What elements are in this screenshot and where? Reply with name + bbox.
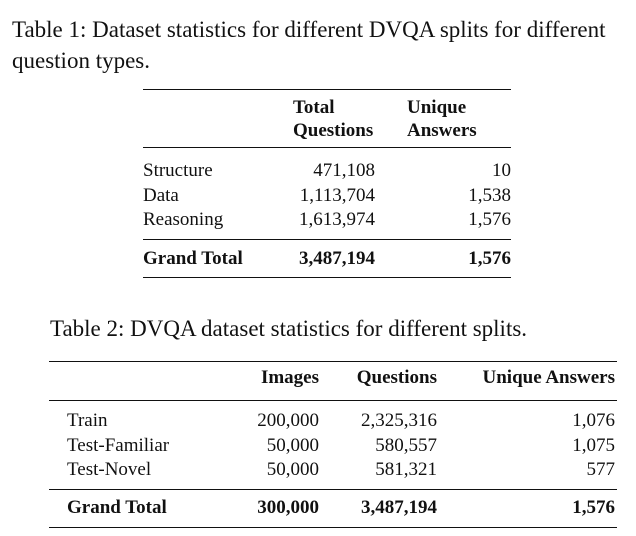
column-header-images: Images — [260, 367, 319, 388]
cell-images: 50,000 — [266, 434, 319, 456]
cell-total-questions: 1,613,974 — [299, 209, 375, 230]
table-row: Reasoning 1,613,974 1,576 — [143, 208, 511, 239]
row-label: Structure — [143, 160, 213, 181]
row-label: Grand Total — [67, 496, 167, 518]
column-header — [143, 90, 293, 148]
cell-images: 50,000 — [266, 459, 319, 480]
column-header-total-questions: Total Questions — [293, 97, 374, 141]
cell-images: 300,000 — [257, 496, 319, 518]
grand-total-row: Grand Total 3,487,194 1,576 — [143, 239, 511, 277]
table-row: Test-Familiar 50,000 580,557 1,075 — [49, 434, 617, 459]
table-header-row: Total Questions Unique Answers — [143, 90, 511, 148]
cell-images: 200,000 — [257, 410, 319, 431]
row-label: Data — [143, 184, 179, 206]
column-header-unique-answers: Unique Answers — [482, 367, 616, 388]
table1: Total Questions Unique Answers Structure 4… — [143, 89, 511, 278]
cell-questions: 581,321 — [375, 459, 437, 480]
table-row: Structure 471,108 10 — [143, 148, 511, 184]
cell-unique-answers: 1,576 — [468, 209, 511, 230]
table-row: Train 200,000 2,325,316 1,076 — [49, 401, 617, 434]
table1-caption: Table 1: Dataset statistics for differen… — [12, 17, 606, 73]
cell-total-questions: 3,487,194 — [299, 247, 375, 269]
cell-unique-answers: 1,576 — [468, 247, 511, 269]
cell-questions: 2,325,316 — [361, 410, 437, 431]
table-row: Data 1,113,704 1,538 — [143, 184, 511, 209]
cell-unique-answers: 10 — [492, 160, 511, 181]
cell-questions: 580,557 — [375, 434, 437, 456]
row-label: Reasoning — [143, 209, 224, 230]
cell-unique-answers: 1,576 — [572, 496, 615, 518]
cell-questions: 3,487,194 — [361, 496, 437, 518]
cell-unique-answers: 577 — [586, 459, 616, 480]
cell-unique-answers: 1,076 — [572, 410, 615, 431]
cell-unique-answers: 1,538 — [468, 184, 511, 206]
table2: Images Questions Unique Answers Train 20… — [49, 361, 617, 528]
row-label: Test-Familiar — [67, 434, 170, 456]
grand-total-row: Grand Total 300,000 3,487,194 1,576 — [49, 489, 617, 527]
cell-total-questions: 1,113,704 — [299, 184, 375, 206]
table-header-row: Images Questions Unique Answers — [49, 362, 617, 401]
cell-unique-answers: 1,075 — [572, 434, 615, 456]
table-row: Test-Novel 50,000 581,321 577 — [49, 458, 617, 489]
column-header-questions: Questions — [356, 367, 437, 388]
cell-total-questions: 471,108 — [313, 160, 375, 181]
row-label: Test-Novel — [67, 459, 152, 480]
table2-caption: Table 2: DVQA dataset statistics for dif… — [50, 316, 528, 341]
row-label: Grand Total — [143, 247, 243, 269]
column-header — [49, 362, 227, 401]
column-header-unique-answers: Unique Answers — [407, 97, 477, 141]
row-label: Train — [67, 410, 108, 431]
